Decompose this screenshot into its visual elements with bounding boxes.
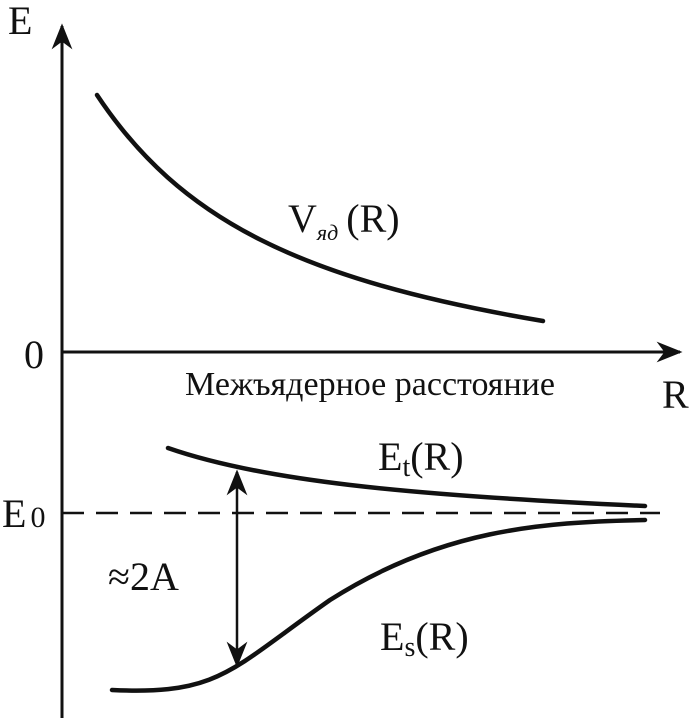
x-caption: Межъядерное расстояние [185, 366, 555, 403]
y-axis-label: E [8, 0, 32, 43]
symbol: V [288, 196, 317, 241]
nuclear-label: Vяд (R) [288, 196, 400, 245]
x-axis-label: R [662, 372, 689, 417]
subscript: яд [316, 220, 338, 245]
subscript: 0 [30, 501, 45, 534]
symbol: E [380, 614, 404, 659]
triplet-label: Et(R) [378, 434, 464, 483]
argument: (R) [415, 614, 468, 659]
gap-label: ≈2A [108, 554, 179, 599]
singlet-label: Es(R) [380, 614, 469, 663]
argument: (R) [346, 196, 399, 241]
nuclear-curve [94, 92, 546, 324]
subscript: s [404, 632, 415, 663]
symbol: E [378, 434, 402, 479]
subscript: t [402, 452, 410, 483]
zero-label: 0 [24, 332, 44, 377]
singlet-curve [109, 517, 648, 693]
symbol: E [2, 491, 26, 536]
argument: (R) [410, 434, 463, 479]
triplet-curve [165, 445, 648, 509]
